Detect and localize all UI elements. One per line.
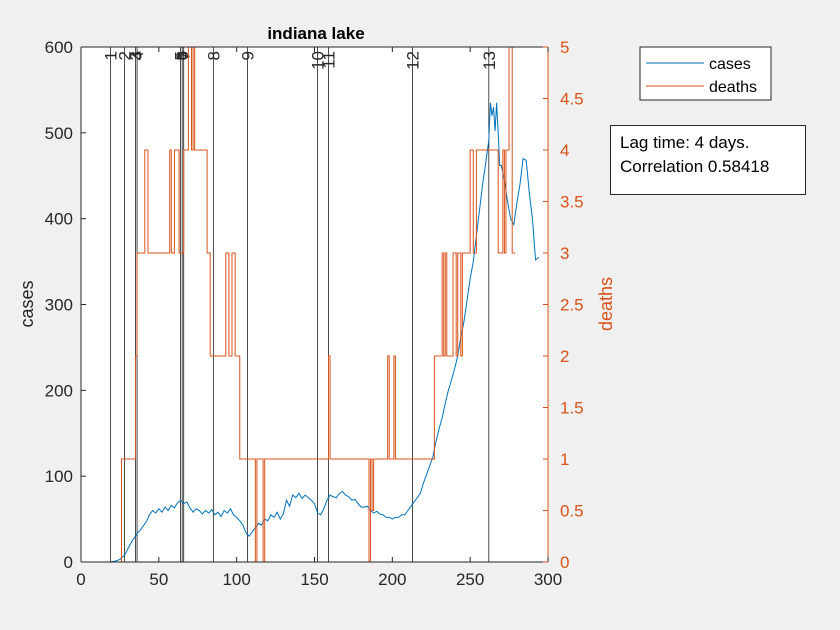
annotation-correlation: Correlation 0.58418 (620, 157, 770, 176)
series-layer (81, 46, 539, 563)
event-label-10: 10 (309, 51, 328, 70)
series-line-cases (81, 102, 539, 563)
y-right-tick-label: 5 (560, 38, 569, 57)
y-right-tick-label: 2 (560, 347, 569, 366)
annotation-lag-time: Lag time: 4 days. (620, 133, 750, 152)
y-right-tick-label: 0 (560, 553, 569, 572)
event-label-8: 8 (204, 51, 223, 60)
event-label-5: 5 (172, 51, 191, 60)
y-right-tick-label: 0.5 (560, 502, 584, 521)
x-tick-label: 150 (300, 570, 328, 589)
x-tick-label: 0 (76, 570, 85, 589)
y-left-axis-label: cases (17, 280, 37, 327)
event-label-13: 13 (480, 51, 499, 70)
y-right-tick-label: 4 (560, 141, 569, 160)
y-left-tick-label: 600 (45, 38, 73, 57)
event-label-4: 4 (128, 51, 147, 60)
y-left-tick-label: 400 (45, 210, 73, 229)
y-left-tick-label: 0 (64, 553, 73, 572)
event-label-7: 7 (175, 51, 194, 60)
legend-label-deaths: deaths (709, 79, 757, 96)
x-tick-label: 300 (534, 570, 562, 589)
legend: cases deaths (639, 46, 772, 101)
legend-label-cases: cases (709, 56, 751, 73)
y-left-tick-label: 100 (45, 467, 73, 486)
event-label-6: 6 (173, 51, 192, 60)
y-right-tick-label: 2.5 (560, 296, 584, 315)
event-label-11: 11 (320, 51, 339, 69)
x-tick-label: 250 (456, 570, 484, 589)
y-right-tick-label: 1 (560, 450, 569, 469)
event-label-3: 3 (126, 51, 145, 60)
y-right-axis-label: deaths (596, 277, 616, 331)
x-tick-label: 100 (222, 570, 250, 589)
legend-box (639, 46, 772, 101)
y-left-tick-label: 300 (45, 296, 73, 315)
series-line-deaths (81, 46, 516, 563)
chart-title: indiana lake (267, 24, 364, 43)
event-label-2: 2 (116, 51, 135, 60)
y-right-tick-label: 4.5 (560, 90, 584, 109)
event-label-9: 9 (239, 51, 258, 60)
plot-background (81, 47, 548, 562)
y-left-tick-label: 500 (45, 124, 73, 143)
y-left-tick-label: 200 (45, 381, 73, 400)
annotation-box: Lag time: 4 days. Correlation 0.58418 (610, 125, 806, 195)
y-right-tick-label: 3 (560, 244, 569, 263)
y-right-tick-label: 1.5 (560, 399, 584, 418)
axes-layer: 0 50 100 150 200 250 300010020030040050060000.… (45, 38, 584, 589)
y-right-tick-label: 3.5 (560, 193, 584, 212)
event-label-1: 1 (102, 51, 121, 60)
event-label-12: 12 (404, 51, 423, 70)
x-tick-label: 200 (378, 570, 406, 589)
x-tick-label: 50 (149, 570, 168, 589)
